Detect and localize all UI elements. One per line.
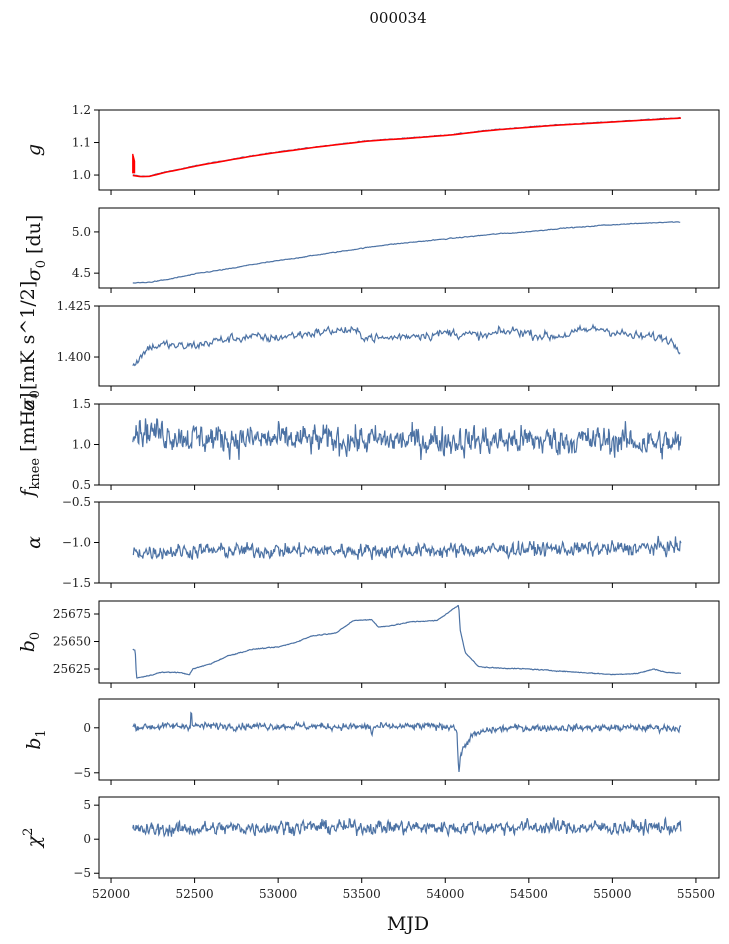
panel-g: 1.0 1.1 1.2 g (23, 103, 720, 195)
x-tick-label: 52500 (175, 887, 213, 901)
x-tick-label: 53000 (259, 887, 297, 901)
y-tick-label: 0.5 (72, 478, 91, 492)
y-tick-label: 0 (83, 832, 91, 846)
y-tick-label: 1.0 (72, 168, 91, 182)
y-tick-label: 25675 (53, 607, 91, 621)
y-tick-label: 1.0 (72, 438, 91, 452)
axes-frame (98, 501, 720, 584)
x-tick-label: 55500 (677, 887, 715, 901)
series-line-b1 (132, 711, 682, 773)
y-tick-label: 25650 (53, 635, 91, 649)
series-line-fknee (132, 418, 682, 461)
series-line-sigma0-mK (132, 323, 681, 367)
y-tick-label: −5 (73, 766, 91, 780)
y-tick-label: 1.400 (57, 350, 91, 364)
panel-sigma0-mK: 1.400 1.425 σ0[mK s^1/2] (17, 281, 720, 412)
series-line-sigma0-du (132, 221, 681, 284)
axes-frame (98, 207, 720, 289)
y-tick-label: −1.5 (62, 576, 91, 590)
y-axis-label-sigma0-du: σ0 [du] (23, 215, 49, 282)
axes-frame (98, 796, 720, 879)
series-line-chi2 (132, 816, 682, 838)
y-tick-label: −5 (73, 866, 91, 880)
y-tick-label: 1.1 (72, 136, 91, 150)
panel-alpha: −1.5 −1.0 −0.5 α (23, 495, 720, 590)
y-tick-label: 5.0 (72, 225, 91, 239)
y-tick-label: 5 (83, 798, 91, 812)
fit-line-g (132, 117, 681, 178)
panel-sigma0-du: 4.5 5.0 σ0 [du] (23, 207, 720, 293)
panel-b0: 25625 25650 25675 b0 (17, 600, 720, 688)
y-tick-label: −1.0 (62, 536, 91, 550)
y-axis-label-b0: b0 (17, 632, 43, 652)
fit-spike-g (132, 153, 136, 174)
x-tick-label: 54500 (510, 887, 548, 901)
y-tick-label: 4.5 (72, 266, 91, 280)
x-tick-label: 54000 (426, 887, 464, 901)
y-tick-label: 1.5 (72, 397, 91, 411)
y-tick-label: −0.5 (62, 495, 91, 509)
x-tick-label: 53500 (343, 887, 381, 901)
axes-frame (98, 698, 720, 781)
x-tick-label: 55000 (593, 887, 631, 901)
y-tick-label: 1.2 (72, 103, 91, 117)
panel-fknee: 0.5 1.0 1.5 fknee [mHz] (17, 392, 720, 499)
series-line-alpha (132, 535, 682, 561)
y-tick-label: 25625 (53, 662, 91, 676)
y-axis-label-fknee: fknee [mHz] (17, 392, 43, 498)
panel-chi2: −5 0 5 52000 52500 53000 53500 54000 54500 55000 5… (21, 796, 720, 901)
y-tick-label: 1.425 (57, 299, 91, 313)
y-axis-label-alpha: α (23, 536, 45, 549)
y-axis-label-g: g (23, 144, 45, 156)
axes-frame (98, 109, 720, 191)
y-axis-label-b1: b1 (23, 729, 49, 749)
series-line-g (132, 116, 681, 178)
y-axis-label-sigma0-mK: σ0[mK s^1/2] (17, 281, 43, 412)
x-tick-label: 52000 (92, 887, 130, 901)
y-tick-label: 0 (83, 721, 91, 735)
chart-title: 000034 (369, 9, 426, 27)
y-axis-label-chi2: χ2 (21, 828, 45, 850)
series-line-b0 (132, 604, 682, 679)
axes-frame (98, 305, 720, 387)
x-axis-label: MJD (387, 913, 429, 935)
panel-b1: −5 0 b1 (23, 698, 720, 785)
